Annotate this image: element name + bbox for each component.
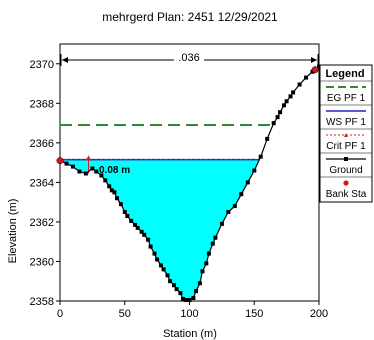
ground-point xyxy=(172,283,176,288)
ground-point xyxy=(210,241,215,246)
ground-point xyxy=(181,297,185,301)
ground-point xyxy=(317,64,321,69)
ground-point xyxy=(142,232,147,237)
manning-n-right-arrow xyxy=(311,57,317,63)
bank-station-point xyxy=(311,66,319,74)
ground-point xyxy=(159,263,163,268)
ground-point xyxy=(200,269,205,274)
ground-point xyxy=(133,222,138,227)
ground-point xyxy=(115,196,119,201)
ground-point xyxy=(71,164,75,169)
ground-point xyxy=(271,121,276,126)
ground-point xyxy=(90,166,95,171)
ground-point xyxy=(204,261,209,266)
x-tick-label: 200 xyxy=(310,308,328,320)
ground-point xyxy=(291,90,296,95)
ground-point xyxy=(107,184,112,189)
y-tick-label: 2364 xyxy=(30,177,54,189)
legend-label: Bank Sta xyxy=(326,189,367,200)
y-tick-label: 2360 xyxy=(30,256,54,268)
ground-point xyxy=(278,110,283,115)
manning-n-label: .036 xyxy=(178,52,199,64)
x-tick-label: 50 xyxy=(119,308,131,320)
y-tick-label: 2366 xyxy=(30,138,54,150)
ground-point xyxy=(232,204,237,209)
ground-point xyxy=(194,289,198,294)
ground-point xyxy=(139,229,144,234)
ground-point xyxy=(213,235,218,240)
y-axis-label: Elevation (m) xyxy=(7,199,19,264)
ground-point xyxy=(146,237,151,242)
ground-point xyxy=(99,173,104,178)
ground-point xyxy=(103,178,108,183)
legend-label: WS PF 1 xyxy=(326,117,366,128)
ground-point xyxy=(94,169,99,174)
ground-point xyxy=(77,169,82,174)
legend-label: Ground xyxy=(329,165,362,176)
ground-point xyxy=(187,298,192,302)
y-tick-label: 2368 xyxy=(30,98,54,110)
x-tick-label: 0 xyxy=(57,308,63,320)
ground-point xyxy=(219,221,224,226)
bank-station-point xyxy=(56,157,64,165)
ground-point xyxy=(83,171,88,176)
x-tick-label: 150 xyxy=(245,308,263,320)
ground-point xyxy=(155,257,160,262)
ground-point xyxy=(152,251,157,256)
ground-point xyxy=(288,94,293,99)
ground-point xyxy=(125,214,130,218)
depth-marker-arrow xyxy=(85,155,92,161)
ground-point xyxy=(118,202,123,207)
ground-point xyxy=(129,218,134,223)
ground-point xyxy=(275,115,280,120)
y-tick-label: 2362 xyxy=(30,217,54,229)
legend-ground-marker xyxy=(344,157,348,161)
water-area xyxy=(60,159,260,300)
ground-point xyxy=(239,192,244,197)
legend-label: Crit PF 1 xyxy=(326,141,366,152)
ground-point xyxy=(174,287,179,292)
ground-point xyxy=(304,75,308,80)
legend-crit-marker xyxy=(344,133,348,137)
ground-point xyxy=(122,210,127,214)
ground-point xyxy=(183,298,188,302)
ground-point xyxy=(112,190,117,195)
manning-n-left-arrow xyxy=(62,57,68,63)
ground-point xyxy=(64,161,69,166)
ground-point xyxy=(252,168,257,173)
chart-title: mehrgerd Plan: 2451 12/29/2021 xyxy=(102,10,278,24)
x-axis-label: Station (m) xyxy=(163,328,217,340)
ground-point xyxy=(148,244,153,249)
ground-point xyxy=(109,188,114,193)
ground-point xyxy=(135,225,140,230)
ground-point xyxy=(161,267,166,272)
ground-point xyxy=(245,180,250,185)
ground-point xyxy=(197,281,202,286)
legend-bank-marker xyxy=(343,180,349,186)
water-depth-label: 0.08 m xyxy=(99,165,130,176)
ground-point xyxy=(226,210,231,214)
legend-label: EG PF 1 xyxy=(327,93,366,104)
ground-point xyxy=(178,291,183,296)
ground-point xyxy=(258,154,263,159)
ground-point xyxy=(191,296,196,300)
ground-point xyxy=(165,273,170,278)
y-tick-label: 2358 xyxy=(30,296,54,308)
ground-point xyxy=(284,99,289,104)
manning-n-label-bg xyxy=(174,52,204,66)
ground-point xyxy=(206,251,211,256)
ground-point xyxy=(265,136,270,141)
ground-point xyxy=(168,279,173,284)
x-tick-label: 100 xyxy=(180,308,198,320)
ground-point xyxy=(297,82,302,87)
ground-point xyxy=(282,103,286,108)
legend-title: Legend xyxy=(325,68,364,80)
y-tick-label: 2370 xyxy=(30,59,54,71)
